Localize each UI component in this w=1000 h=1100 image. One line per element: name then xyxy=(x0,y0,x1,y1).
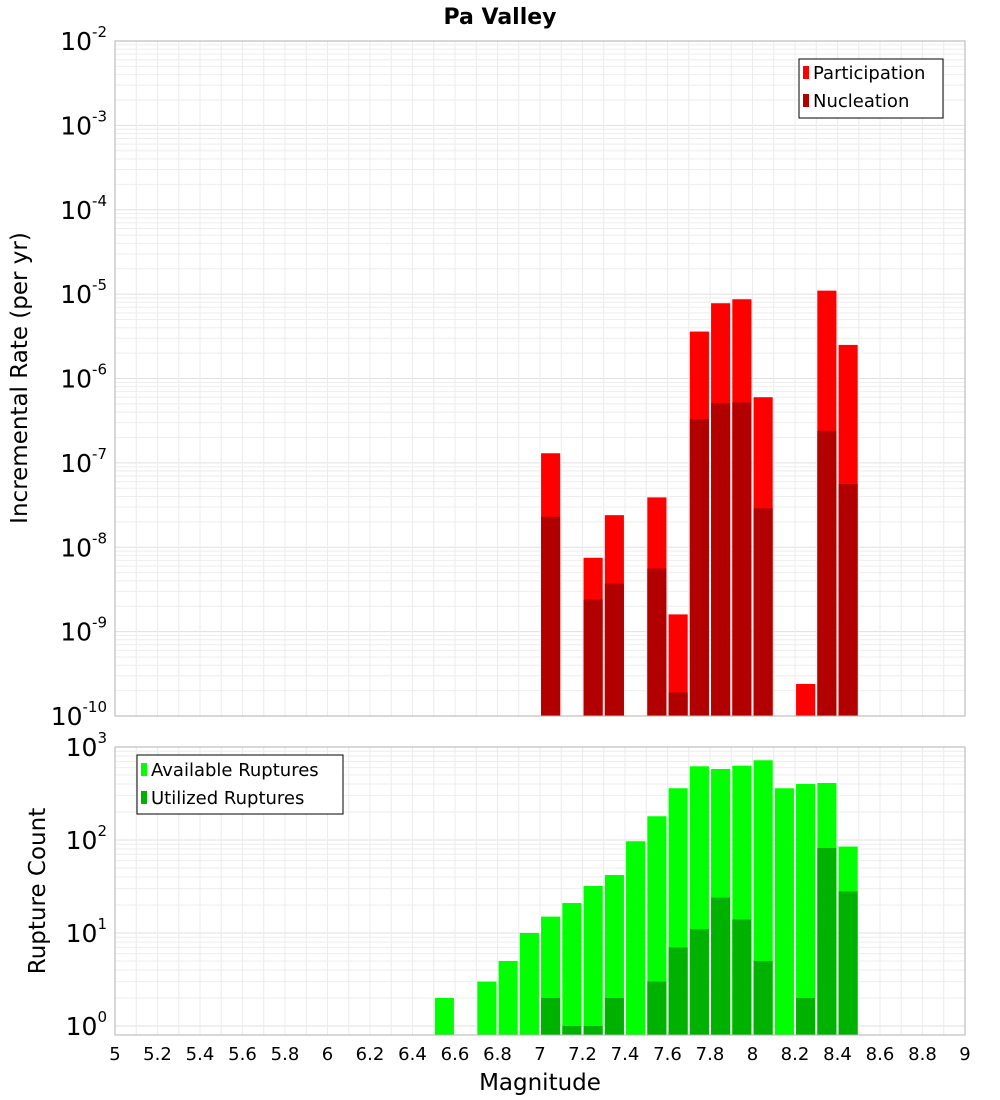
count-bar-utilized-ruptures xyxy=(753,960,773,1035)
x-tick-label: 5 xyxy=(109,1044,120,1065)
x-tick-label: 7.4 xyxy=(611,1044,640,1065)
count-bar-utilized-ruptures xyxy=(732,919,752,1035)
count-bar-utilized-ruptures xyxy=(838,891,858,1035)
rate-plot-frame xyxy=(114,40,966,717)
count-bar-utilized-ruptures xyxy=(689,929,709,1035)
count-bar-available-ruptures xyxy=(477,981,497,1035)
count-bar-available-ruptures xyxy=(519,932,539,1035)
rate-bar-nucleation xyxy=(541,516,561,716)
x-tick-label: 8.2 xyxy=(781,1044,810,1065)
legend-swatch-available xyxy=(141,763,147,776)
x-tick-label: 6.6 xyxy=(441,1044,470,1065)
rate-bar-nucleation xyxy=(753,508,773,716)
count-bar-utilized-ruptures xyxy=(796,997,816,1035)
count-bar-available-ruptures xyxy=(434,997,454,1035)
rate-y-tick-label: 10-10 xyxy=(51,698,107,731)
count-bar-utilized-ruptures xyxy=(817,848,837,1035)
rate-bar-participation xyxy=(796,683,816,716)
rate-bar-nucleation xyxy=(583,599,603,716)
count-bar-utilized-ruptures xyxy=(604,997,624,1035)
x-tick-label: 8.6 xyxy=(866,1044,895,1065)
x-tick-label: 8.8 xyxy=(908,1044,937,1065)
x-tick-label: 7 xyxy=(534,1044,545,1065)
count-bar-utilized-ruptures xyxy=(583,1025,603,1035)
x-tick-label: 5.6 xyxy=(228,1044,257,1065)
count-bar-utilized-ruptures xyxy=(647,981,667,1035)
rate-bar-nucleation xyxy=(732,402,752,716)
legend-label-utilized: Utilized Ruptures xyxy=(151,788,304,809)
rate-bars xyxy=(541,290,858,716)
x-tick-label: 6.2 xyxy=(356,1044,385,1065)
rate-y-ticks: 10-2 10-3 10-4 10-5 10-6 10-7 10-8 10-9 10-10 xyxy=(51,23,107,731)
count-bar-available-ruptures xyxy=(583,886,603,1035)
legend-label-nucleation: Nucleation xyxy=(813,91,909,112)
legend-swatch-nucleation xyxy=(803,94,809,107)
rate-bar-nucleation xyxy=(647,568,667,716)
rate-y-axis-label: Incremental Rate (per yr) xyxy=(7,232,33,524)
x-tick-label: 5.4 xyxy=(186,1044,215,1065)
rate-bar-nucleation xyxy=(817,430,837,716)
x-tick-label: 7.8 xyxy=(696,1044,725,1065)
rate-legend-box xyxy=(798,58,944,119)
x-tick-label: 8 xyxy=(747,1044,758,1065)
count-y-tick-label: 102 xyxy=(66,822,107,855)
count-legend: Available Ruptures Utilized Ruptures xyxy=(136,754,344,815)
chart-title: Pa Valley xyxy=(443,5,556,30)
x-tick-label: 8.4 xyxy=(823,1044,852,1065)
count-legend-box xyxy=(136,754,344,815)
x-tick-label: 6.8 xyxy=(483,1044,512,1065)
count-bar-available-ruptures xyxy=(796,784,816,1035)
rate-bar-nucleation xyxy=(668,692,688,716)
x-tick-label: 6 xyxy=(322,1044,333,1065)
x-tick-label: 7.6 xyxy=(653,1044,682,1065)
rate-y-tick-label: 10-7 xyxy=(60,445,107,478)
count-bar-available-ruptures xyxy=(562,903,582,1035)
count-bar-utilized-ruptures xyxy=(711,897,731,1035)
rate-y-tick-label: 10-5 xyxy=(60,276,107,309)
rate-bar-participation xyxy=(668,614,688,716)
count-bar-available-ruptures xyxy=(498,960,518,1035)
count-plot-frame xyxy=(114,746,966,1036)
x-tick-label: 5.2 xyxy=(143,1044,172,1065)
count-y-tick-label: 100 xyxy=(66,1008,107,1041)
x-tick-labels: 5 5.2 5.4 5.6 5.8 6 6.2 6.4 6.6 6.8 7 7.2 7.4 7.6 7.8 8… xyxy=(109,1044,970,1065)
rate-grid xyxy=(114,40,966,717)
count-bar-utilized-ruptures xyxy=(541,997,561,1035)
count-panel: 103 102 101 100 5 5.2 5.4 5.6 5.8 6 6.2 6.4 6.6 6.8 7… xyxy=(25,729,971,1096)
legend-swatch-utilized xyxy=(141,791,147,804)
count-bar-available-ruptures xyxy=(626,841,646,1035)
x-tick-label: 9 xyxy=(959,1044,970,1065)
count-bar-utilized-ruptures xyxy=(668,947,688,1035)
count-bar-available-ruptures xyxy=(604,875,624,1035)
rate-bar-nucleation xyxy=(604,583,624,716)
x-tick-label: 6.4 xyxy=(398,1044,427,1065)
x-tick-label: 7.2 xyxy=(568,1044,597,1065)
legend-label-participation: Participation xyxy=(813,63,925,84)
rate-legend: Participation Nucleation xyxy=(798,58,944,119)
count-bars xyxy=(434,760,858,1035)
rate-y-tick-label: 10-3 xyxy=(60,107,107,140)
rate-y-tick-label: 10-8 xyxy=(60,529,107,562)
rate-panel: 10-2 10-3 10-4 10-5 10-6 10-7 10-8 10-9 10-10 In… xyxy=(7,23,966,731)
count-bar-available-ruptures xyxy=(774,788,794,1035)
rate-y-tick-label: 10-9 xyxy=(60,614,107,647)
rate-y-tick-label: 10-4 xyxy=(60,192,107,225)
legend-label-available: Available Ruptures xyxy=(151,760,319,781)
x-axis-label: Magnitude xyxy=(479,1070,601,1096)
count-bar-available-ruptures xyxy=(647,816,667,1035)
rate-bar-nucleation xyxy=(711,403,731,716)
count-y-ticks: 103 102 101 100 xyxy=(66,729,107,1041)
count-y-tick-label: 101 xyxy=(66,915,107,948)
legend-swatch-participation xyxy=(803,66,809,79)
rate-bar-nucleation xyxy=(689,419,709,716)
count-y-tick-label: 103 xyxy=(66,729,107,762)
count-y-axis-label: Rupture Count xyxy=(25,808,51,974)
rate-y-tick-label: 10-6 xyxy=(60,361,107,394)
x-tick-label: 5.8 xyxy=(271,1044,300,1065)
rate-y-tick-label: 10-2 xyxy=(60,23,107,56)
count-bar-utilized-ruptures xyxy=(562,1025,582,1035)
rate-bar-nucleation xyxy=(838,484,858,716)
